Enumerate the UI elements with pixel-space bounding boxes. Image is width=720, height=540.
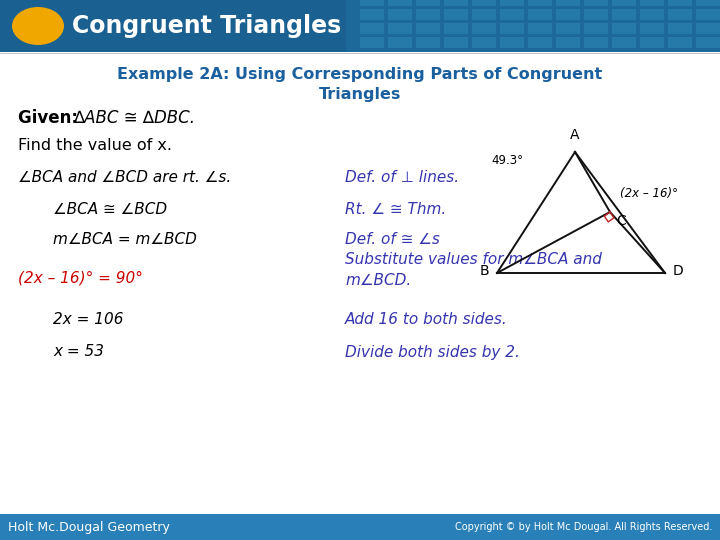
Text: Def. of ≅ ∠s: Def. of ≅ ∠s (345, 233, 440, 247)
Bar (416, 37, 440, 48)
Bar (472, 23, 496, 34)
Bar (500, 9, 524, 20)
Text: Add 16 to both sides.: Add 16 to both sides. (345, 313, 508, 327)
Text: m∠BCA = m∠BCD: m∠BCA = m∠BCD (53, 233, 197, 247)
Text: Triangles: Triangles (319, 87, 401, 103)
Bar (472, 0, 496, 6)
Bar (388, 37, 412, 48)
Bar (360, 23, 384, 34)
Bar (696, 9, 720, 20)
Text: Substitute values for m∠BCA and
m∠BCD.: Substitute values for m∠BCA and m∠BCD. (345, 252, 602, 288)
Bar (500, 37, 524, 48)
Bar (444, 9, 468, 20)
Bar (472, 37, 496, 48)
Text: A: A (570, 128, 580, 142)
Bar (696, 23, 720, 34)
Bar (584, 23, 608, 34)
Bar (556, 0, 580, 6)
Bar (528, 37, 552, 48)
Bar (388, 0, 412, 6)
Bar (444, 23, 468, 34)
Bar (472, 9, 496, 20)
Bar (612, 9, 636, 20)
Text: Holt Mc.Dougal Geometry: Holt Mc.Dougal Geometry (8, 521, 170, 534)
Bar (528, 0, 552, 6)
Bar (556, 23, 580, 34)
Text: Def. of ⊥ lines.: Def. of ⊥ lines. (345, 171, 459, 186)
Text: x = 53: x = 53 (53, 345, 104, 360)
Text: 2x = 106: 2x = 106 (53, 313, 124, 327)
Bar (640, 37, 664, 48)
Bar (612, 37, 636, 48)
Text: (2x – 16)° = 90°: (2x – 16)° = 90° (18, 271, 143, 286)
Text: (2x – 16)°: (2x – 16)° (620, 187, 678, 200)
Text: Copyright © by Holt Mc Dougal. All Rights Reserved.: Copyright © by Holt Mc Dougal. All Right… (454, 522, 712, 532)
Bar (668, 23, 692, 34)
Bar (388, 9, 412, 20)
Bar (640, 0, 664, 6)
Text: C: C (616, 214, 626, 228)
Bar (696, 0, 720, 6)
Bar (346, 0, 720, 52)
Bar (500, 23, 524, 34)
Bar (584, 37, 608, 48)
Bar (556, 37, 580, 48)
Bar (612, 23, 636, 34)
Bar (388, 23, 412, 34)
Bar (612, 0, 636, 6)
Text: 49.3°: 49.3° (491, 153, 523, 166)
Bar (640, 9, 664, 20)
Bar (360, 9, 384, 20)
Bar (584, 9, 608, 20)
Bar (556, 9, 580, 20)
Bar (360, 0, 384, 6)
Text: Divide both sides by 2.: Divide both sides by 2. (345, 345, 520, 360)
Text: ∠BCA and ∠BCD are rt. ∠s.: ∠BCA and ∠BCD are rt. ∠s. (18, 171, 231, 186)
Text: Given:: Given: (18, 109, 84, 127)
Text: ∆ABC ≅ ∆DBC.: ∆ABC ≅ ∆DBC. (73, 109, 195, 127)
Bar (668, 37, 692, 48)
Bar (444, 37, 468, 48)
Text: B: B (480, 264, 489, 278)
Text: Congruent Triangles: Congruent Triangles (72, 14, 341, 38)
Text: Rt. ∠ ≅ Thm.: Rt. ∠ ≅ Thm. (345, 202, 446, 218)
Bar (416, 0, 440, 6)
Bar (416, 9, 440, 20)
Bar (444, 0, 468, 6)
Text: Find the value of x.: Find the value of x. (18, 138, 172, 153)
Text: ∠BCA ≅ ∠BCD: ∠BCA ≅ ∠BCD (53, 202, 167, 218)
Bar (668, 9, 692, 20)
Bar (500, 0, 524, 6)
Bar (0, 514, 720, 540)
Bar (0, 0, 720, 52)
Bar (528, 23, 552, 34)
Bar (528, 9, 552, 20)
Bar (668, 0, 692, 6)
Bar (640, 23, 664, 34)
Text: Example 2A: Using Corresponding Parts of Congruent: Example 2A: Using Corresponding Parts of… (117, 68, 603, 83)
Text: D: D (673, 264, 684, 278)
Ellipse shape (12, 7, 64, 45)
Bar (584, 0, 608, 6)
Bar (696, 37, 720, 48)
Bar (416, 23, 440, 34)
Bar (360, 37, 384, 48)
